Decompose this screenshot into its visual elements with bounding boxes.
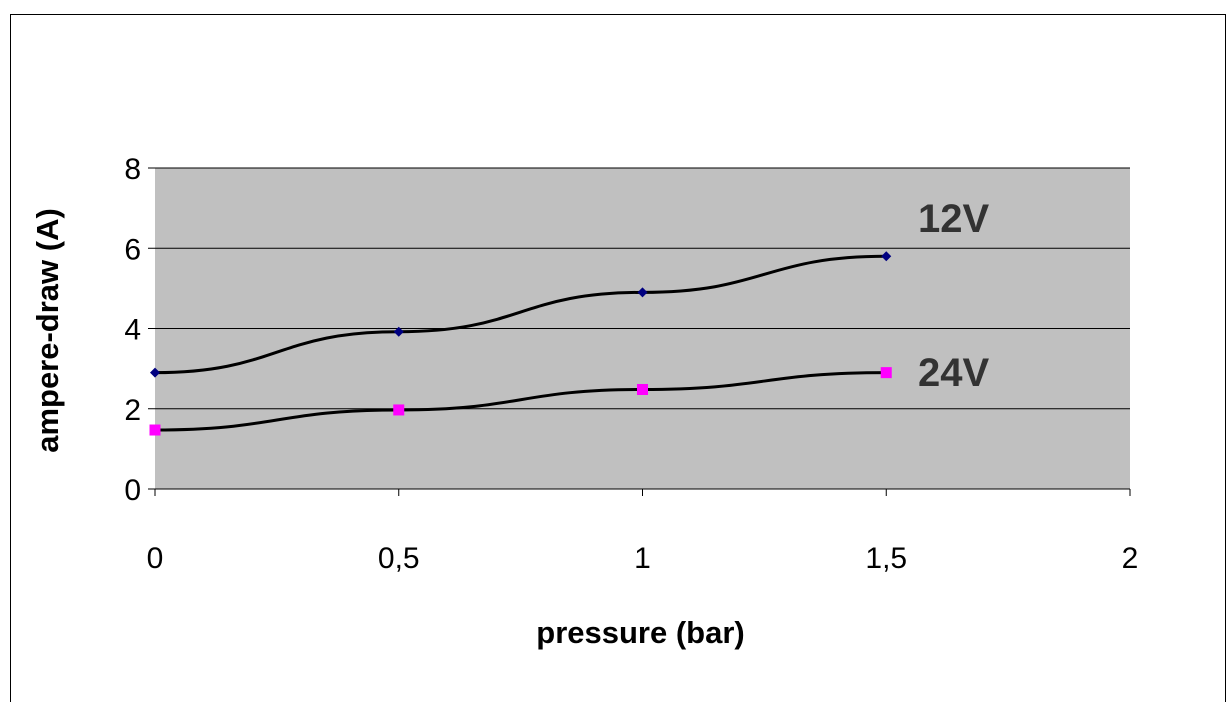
- series-line-24v: [154, 371, 887, 432]
- x-tick-label: 2: [1122, 542, 1139, 575]
- x-tick-label: 1: [634, 542, 651, 575]
- data-point-12v: [881, 251, 892, 262]
- series-label-12v: 12V: [918, 197, 989, 241]
- data-point-24v: [393, 404, 405, 416]
- y-tick-label: 8: [124, 153, 141, 186]
- series-group: [149, 251, 892, 436]
- data-point-12v: [150, 367, 160, 378]
- y-tick-label: 2: [124, 394, 141, 427]
- data-point-24v: [637, 383, 648, 395]
- data-point-12v: [637, 287, 648, 298]
- y-tick-label: 0: [124, 474, 141, 507]
- y-tick-label: 6: [124, 233, 141, 266]
- data-point-24v: [149, 424, 161, 436]
- data-point-24v: [880, 367, 892, 379]
- gridlines: [155, 167, 1130, 410]
- x-axis-title: pressure (bar): [536, 615, 744, 650]
- data-point-12v: [393, 326, 404, 337]
- y-tick-label: 4: [124, 314, 141, 347]
- series-line-12v: [154, 254, 887, 375]
- y-axis-title: ampere-draw (A): [30, 208, 65, 453]
- x-tick-label: 0: [147, 542, 164, 575]
- x-tick-label: 0,5: [378, 542, 420, 575]
- series-label-24v: 24V: [918, 351, 989, 395]
- y-ticks: 0 2 4 6 8: [124, 153, 155, 507]
- x-ticks: 0 0,5 1 1,5 2: [147, 489, 1139, 575]
- x-tick-label: 1,5: [865, 542, 907, 575]
